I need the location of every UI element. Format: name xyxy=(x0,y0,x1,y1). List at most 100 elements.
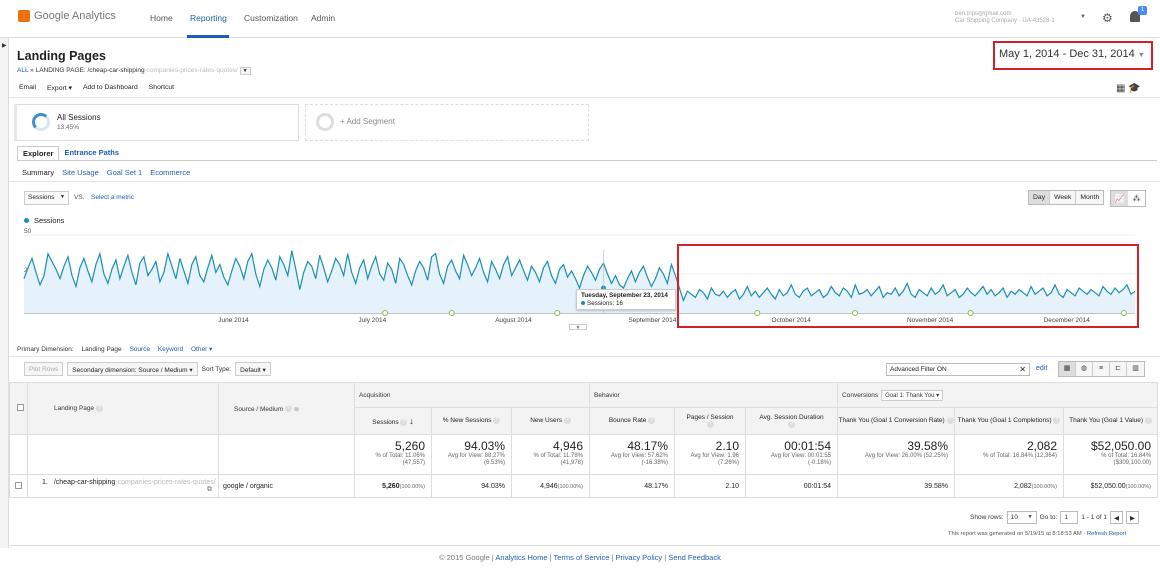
account-dropdown-icon[interactable]: ▼ xyxy=(1080,14,1086,20)
annotation-marker[interactable] xyxy=(1120,310,1127,316)
help-icon[interactable]: ? xyxy=(95,404,103,412)
percentage-view-icon[interactable]: ◍ xyxy=(1076,362,1093,376)
row-checkbox-cell[interactable] xyxy=(9,474,28,498)
advanced-filter-field[interactable]: Advanced Filter ON ✕ xyxy=(886,363,1030,376)
footer-feedback[interactable]: Send Feedback xyxy=(668,553,721,562)
add-to-dashboard-button[interactable]: Add to Dashboard xyxy=(82,84,138,91)
close-icon[interactable]: ✕ xyxy=(1019,365,1026,374)
landing-page-header[interactable]: Landing Page ? xyxy=(27,382,219,435)
avg-session-duration-header[interactable]: Avg. Session Duration? xyxy=(745,407,839,435)
gear-icon[interactable]: ⚙ xyxy=(1102,11,1113,25)
notification-bell-icon[interactable] xyxy=(1130,11,1140,22)
pages-session-header[interactable]: Pages / Session? xyxy=(674,407,747,435)
sessions-header[interactable]: Sessions ? ↓ xyxy=(354,407,432,435)
pivot-view-icon[interactable]: ▥ xyxy=(1127,362,1144,376)
goal1-completions-header[interactable]: Thank You (Goal 1 Completions) ? xyxy=(954,407,1065,435)
comparison-view-icon[interactable]: ⊏ xyxy=(1110,362,1127,376)
help-icon[interactable]: ? xyxy=(706,420,714,428)
annotation-marker[interactable] xyxy=(448,310,455,316)
subtab-ecommerce[interactable]: Ecommerce xyxy=(150,168,191,177)
sidebar-toggle[interactable]: ▶ xyxy=(0,38,9,548)
motion-chart-icon[interactable]: ⁂ xyxy=(1132,194,1141,203)
source-medium-header[interactable]: Source / Medium ? ⊗ xyxy=(218,382,355,435)
dimension-other[interactable]: Other ▾ xyxy=(191,346,213,353)
new-users-header[interactable]: New Users ? xyxy=(510,407,591,435)
annotation-marker[interactable] xyxy=(382,310,389,316)
graduation-cap-icon[interactable]: 🎓 xyxy=(1128,83,1141,94)
select-metric-link[interactable]: Select a metric xyxy=(91,194,134,201)
landing-page-link[interactable]: /cheap-car-shipping xyxy=(53,478,116,486)
help-icon[interactable]: ? xyxy=(648,417,656,425)
footer-terms[interactable]: Terms of Service xyxy=(553,553,610,562)
dimension-source[interactable]: Source xyxy=(129,346,151,353)
goto-input[interactable]: 1 xyxy=(1060,511,1079,524)
sort-type-select[interactable]: Default ▾ xyxy=(235,362,271,376)
subtab-goal-set-1[interactable]: Goal Set 1 xyxy=(106,168,143,177)
nav-home[interactable]: Home xyxy=(150,13,173,23)
breadcrumb-dropdown-icon[interactable]: ▼ xyxy=(239,67,251,75)
table-row[interactable]: 1./cheap-car-shipping-companies-prices-r… xyxy=(9,474,1159,498)
annotation-marker[interactable] xyxy=(967,310,974,316)
account-selector[interactable]: ben.trips@gmail.com Car Shipping Company… xyxy=(955,11,1075,25)
chart-resize-handle[interactable]: ▼ xyxy=(569,324,587,331)
edit-filter-link[interactable]: edit xyxy=(1036,365,1048,372)
help-icon[interactable]: ? xyxy=(284,405,292,413)
next-page-button[interactable]: ▶ xyxy=(1125,511,1139,524)
email-button[interactable]: Email xyxy=(19,84,36,91)
remove-dimension-icon[interactable]: ⊗ xyxy=(293,405,300,413)
select-all-checkbox[interactable] xyxy=(17,404,24,411)
performance-view-icon[interactable]: ≡ xyxy=(1093,362,1110,376)
help-icon[interactable]: ? xyxy=(1053,417,1061,425)
footer-analytics-home[interactable]: Analytics Home xyxy=(495,553,548,562)
tab-entrance-paths[interactable]: Entrance Paths xyxy=(64,148,120,157)
pct-new-sessions-header[interactable]: % New Sessions ? xyxy=(431,407,512,435)
row-checkbox[interactable] xyxy=(15,481,22,489)
annotation-marker[interactable] xyxy=(754,310,761,316)
refresh-report-link[interactable]: Refresh Report xyxy=(1086,531,1127,537)
google-analytics-logo[interactable]: Google Analytics xyxy=(18,10,116,22)
bounce-rate-header[interactable]: Bounce Rate ? xyxy=(589,407,676,435)
landing-page-cell[interactable]: 1./cheap-car-shipping-companies-prices-r… xyxy=(27,474,219,498)
annotation-marker[interactable] xyxy=(852,310,859,316)
help-icon[interactable]: ? xyxy=(788,420,796,428)
source-medium-cell[interactable]: google / organic xyxy=(218,474,355,498)
dimension-keyword[interactable]: Keyword xyxy=(157,346,184,353)
breadcrumb-all-link[interactable]: ALL xyxy=(17,67,29,74)
prev-page-button[interactable]: ◀ xyxy=(1109,511,1123,524)
external-link-icon[interactable]: ⧉ xyxy=(207,485,212,493)
add-segment-button[interactable]: + Add Segment xyxy=(305,104,589,141)
secondary-dimension-select[interactable]: Secondary dimension: Source / Medium ▾ xyxy=(67,362,198,376)
plot-rows-button[interactable]: Plot Rows xyxy=(24,362,64,376)
date-range-picker[interactable]: May 1, 2014 - Dec 31, 2014 ▼ xyxy=(993,41,1153,70)
nav-admin[interactable]: Admin xyxy=(311,13,336,23)
select-all-checkbox-cell[interactable] xyxy=(9,382,28,435)
granularity-month-button[interactable]: Month xyxy=(1080,194,1100,201)
goal-select[interactable]: Goal 1: Thank You ▾ xyxy=(881,389,944,401)
qr-grid-icon[interactable]: ▦ xyxy=(1116,83,1126,94)
help-icon[interactable]: ? xyxy=(493,417,501,425)
goal1-conversion-rate-header[interactable]: Thank You (Goal 1 Conversion Rate) ? xyxy=(837,407,956,435)
annotation-marker[interactable] xyxy=(554,310,561,316)
show-rows-select[interactable]: 10 ▼ xyxy=(1006,511,1037,524)
granularity-week-button[interactable]: Week xyxy=(1050,191,1077,204)
shortcut-button[interactable]: Shortcut xyxy=(148,84,175,91)
help-icon[interactable]: ? xyxy=(563,417,571,425)
line-chart-icon[interactable]: 📈 xyxy=(1111,191,1128,206)
sort-arrow-down-icon[interactable]: ↓ xyxy=(409,416,414,426)
granularity-day-button[interactable]: Day xyxy=(1029,191,1051,204)
subtab-site-usage[interactable]: Site Usage xyxy=(62,168,99,177)
segment-all-sessions[interactable]: All Sessions 13.45% xyxy=(14,104,299,141)
table-view-icon[interactable]: ▦ xyxy=(1059,362,1076,376)
metric-select[interactable]: Sessions ▼ xyxy=(24,191,69,205)
tab-explorer[interactable]: Explorer xyxy=(17,146,60,161)
export-button[interactable]: Export ▾ xyxy=(47,85,72,92)
goal1-value-header[interactable]: Thank You (Goal 1 Value) ? xyxy=(1063,407,1159,435)
help-icon[interactable]: ? xyxy=(400,418,408,426)
nav-customization[interactable]: Customization xyxy=(244,13,298,23)
help-icon[interactable]: ? xyxy=(946,417,954,425)
footer-privacy[interactable]: Privacy Policy xyxy=(615,553,663,562)
nav-reporting[interactable]: Reporting xyxy=(190,13,227,23)
subtab-summary[interactable]: Summary xyxy=(22,168,55,177)
help-icon[interactable]: ? xyxy=(1144,417,1152,425)
